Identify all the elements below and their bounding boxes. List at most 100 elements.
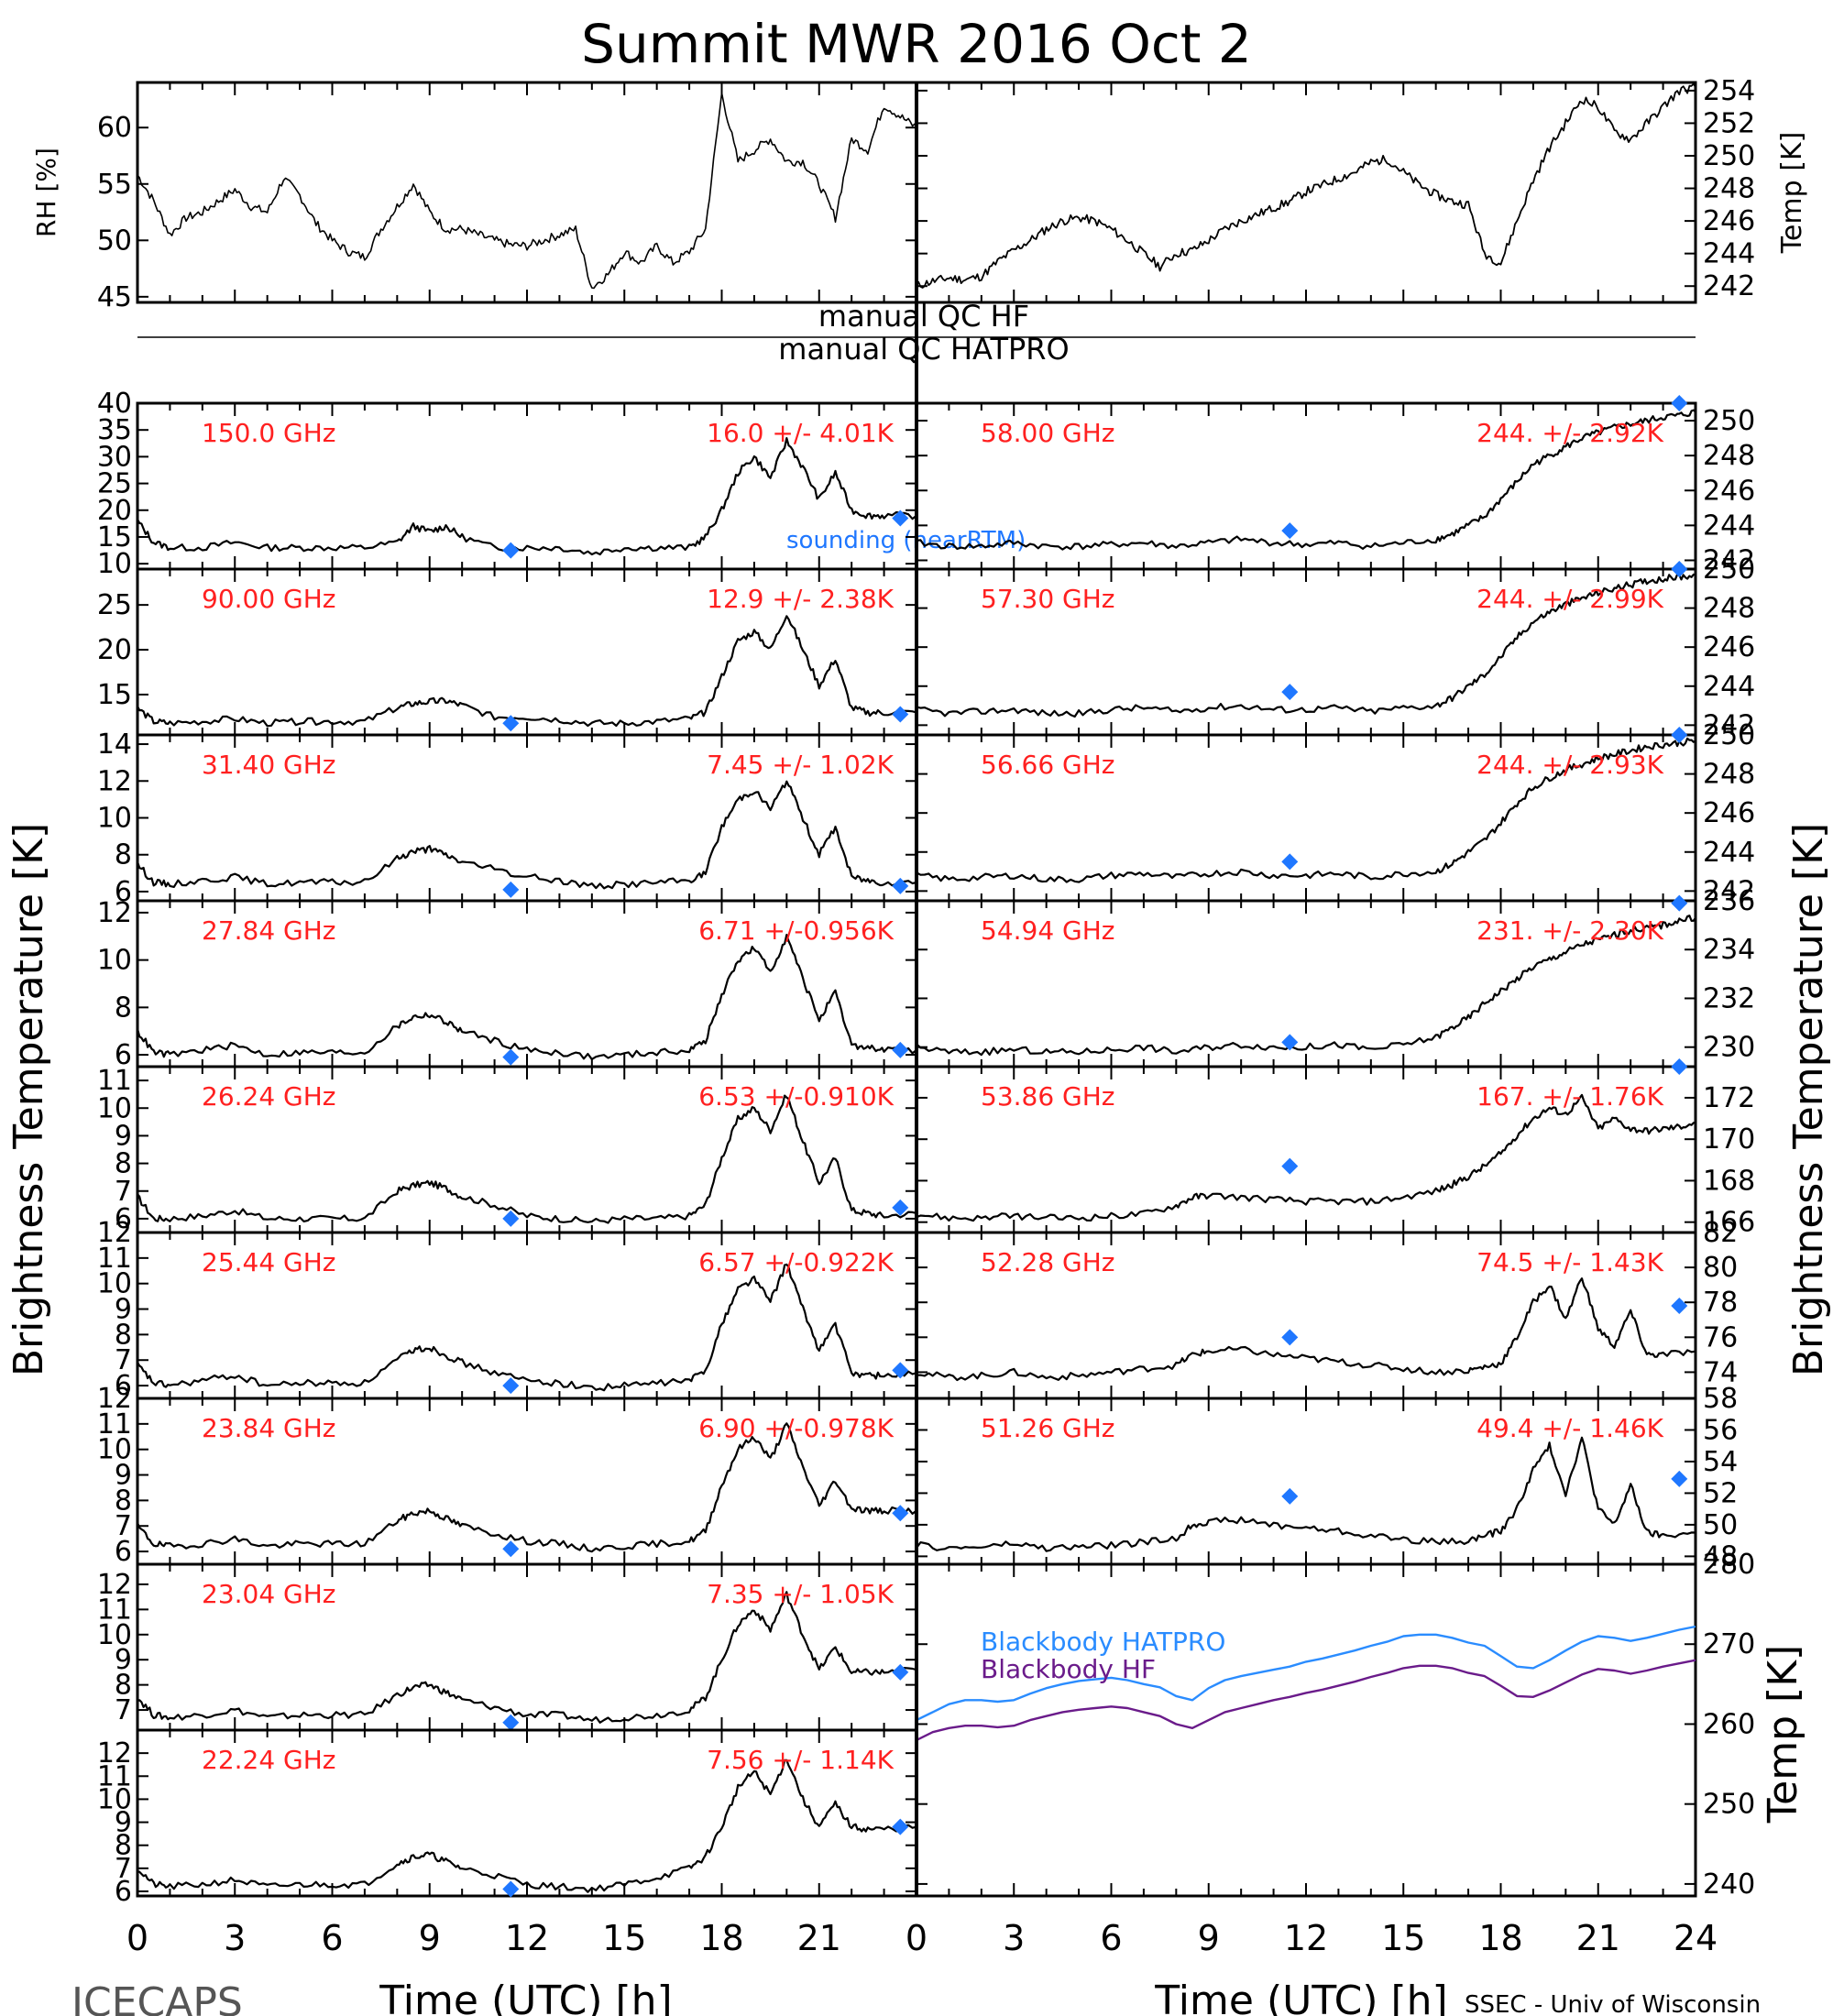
sounding-point: [1281, 1157, 1299, 1175]
y-tick-label: 12: [97, 1217, 132, 1249]
y-tick-label: 15: [97, 521, 132, 553]
sounding-point: [1671, 727, 1688, 743]
y-tick-label: 40: [97, 388, 132, 420]
y-tick-label: 11: [97, 1065, 132, 1097]
frequency-label: 51.26 GHz: [981, 1413, 1115, 1443]
y-tick-label: 234: [1703, 934, 1755, 966]
y-tick-label: 230: [1703, 1032, 1755, 1064]
x-tick-label-left: 9: [419, 1918, 441, 1958]
frequency-label: 22.24 GHz: [202, 1745, 336, 1775]
stat-label: 6.90 +/-0.978K: [698, 1413, 894, 1443]
tb-series: [137, 437, 917, 556]
frequency-label: 23.04 GHz: [202, 1579, 336, 1609]
y-tick-label: 166: [1703, 1207, 1755, 1239]
tb-series: [136, 934, 917, 1060]
stat-label: 6.53 +/-0.910K: [698, 1081, 894, 1112]
stat-label: 244. +/- 2.99K: [1476, 584, 1663, 614]
y-tick-label: 7: [115, 1694, 132, 1726]
stat-label: 244. +/- 2.92K: [1476, 418, 1663, 448]
x-tick-label-left: 3: [224, 1918, 246, 1958]
stat-label: 244. +/- 2.93K: [1476, 750, 1663, 780]
y-tick-label: 250: [1703, 1789, 1755, 1821]
y-tick-label: 20: [97, 495, 132, 527]
tb-series: [916, 1093, 1696, 1222]
y-tick-label: 168: [1703, 1165, 1755, 1197]
y-tick-label: 25: [97, 589, 132, 621]
frequency-label: 27.84 GHz: [202, 915, 336, 946]
frequency-label: 52.28 GHz: [981, 1247, 1115, 1277]
y-tick-label: 244: [1703, 238, 1755, 270]
tb-series: [137, 1094, 917, 1224]
frequency-label: 58.00 GHz: [981, 418, 1115, 448]
x-tick-label-left: 18: [699, 1918, 743, 1958]
y-tick-label: 170: [1703, 1123, 1755, 1156]
x-tick-label-right: 15: [1381, 1918, 1425, 1958]
temp-series: [916, 82, 1696, 289]
y-tick-label: 6: [115, 876, 132, 908]
y-tick-label: 50: [1703, 1509, 1738, 1541]
y-tick-label: 60: [97, 112, 132, 144]
sounding-point: [502, 715, 520, 732]
tb-series: [137, 1759, 917, 1893]
y-tick-label: 9: [115, 1294, 132, 1326]
sounding-point: [502, 1880, 520, 1898]
stat-label: 49.4 +/- 1.46K: [1476, 1413, 1663, 1443]
y-tick-label: 10: [97, 1783, 132, 1815]
y-tick-label: 242: [1703, 270, 1755, 302]
sounding-point: [1671, 395, 1688, 411]
y-tick-label: 20: [97, 634, 132, 666]
tb-series: [916, 1277, 1696, 1382]
y-tick-label: 7: [115, 1344, 132, 1376]
frequency-label: 31.40 GHz: [202, 750, 336, 780]
y-tick-label: 246: [1703, 475, 1755, 507]
sounding-point: [502, 542, 520, 559]
sounding-point: [1281, 1329, 1299, 1346]
y-tick-label: 52: [1703, 1477, 1738, 1509]
y-tick-label: 9: [115, 1120, 132, 1152]
x-tick-label-right: 12: [1284, 1918, 1328, 1958]
stat-label: 7.35 +/- 1.05K: [707, 1579, 894, 1609]
temp-axis-label: Temp [K]: [1776, 132, 1808, 255]
x-tick-label-left: 21: [797, 1918, 841, 1958]
frequency-label: 25.44 GHz: [202, 1247, 336, 1277]
sounding-point: [892, 877, 909, 894]
y-tick-label: 15: [97, 679, 132, 711]
sounding-point: [892, 1818, 909, 1835]
y-tick-label: 10: [97, 803, 132, 835]
y-tick-label: 74: [1703, 1356, 1738, 1388]
y-tick-label: 242: [1703, 544, 1755, 576]
y-tick-label: 7: [115, 1853, 132, 1885]
frequency-label: 26.24 GHz: [202, 1081, 336, 1112]
x-tick-label-left: 0: [126, 1918, 148, 1958]
y-tick-label: 8: [115, 1830, 132, 1862]
y-tick-label: 6: [115, 1203, 132, 1235]
y-tick-label: 7: [115, 1510, 132, 1542]
x-tick-label-left: 6: [321, 1918, 343, 1958]
tb-series: [137, 1263, 917, 1392]
y-tick-label: 11: [97, 1243, 132, 1275]
y-tick-label: 244: [1703, 671, 1755, 703]
stat-label: 7.56 +/- 1.14K: [707, 1745, 894, 1775]
y-tick-label: 11: [97, 1760, 132, 1792]
rh-series: [137, 92, 917, 290]
sounding-point: [892, 1199, 909, 1216]
y-tick-label: 250: [1703, 140, 1755, 172]
y-tick-label: 260: [1703, 1708, 1755, 1740]
x-tick-label-right: 6: [1100, 1918, 1122, 1958]
y-tick-label: 12: [97, 1383, 132, 1415]
stat-label: 74.5 +/- 1.43K: [1476, 1247, 1663, 1277]
y-tick-label: 6: [115, 1876, 132, 1908]
y-tick-label: 236: [1703, 885, 1755, 917]
sounding-point: [502, 1048, 520, 1066]
sounding-point: [502, 1210, 520, 1227]
y-tick-label: 9: [115, 1460, 132, 1492]
sounding-point: [1671, 894, 1688, 912]
sounding-point: [1671, 1058, 1688, 1075]
y-tick-label: 244: [1703, 837, 1755, 869]
stat-label: 231. +/- 2.30K: [1476, 915, 1663, 946]
tb-series: [916, 737, 1696, 883]
sounding-legend: sounding (nearRTM): [786, 527, 1026, 554]
tb-series: [136, 1422, 917, 1553]
blackbody-hf-line: [916, 1659, 1696, 1741]
